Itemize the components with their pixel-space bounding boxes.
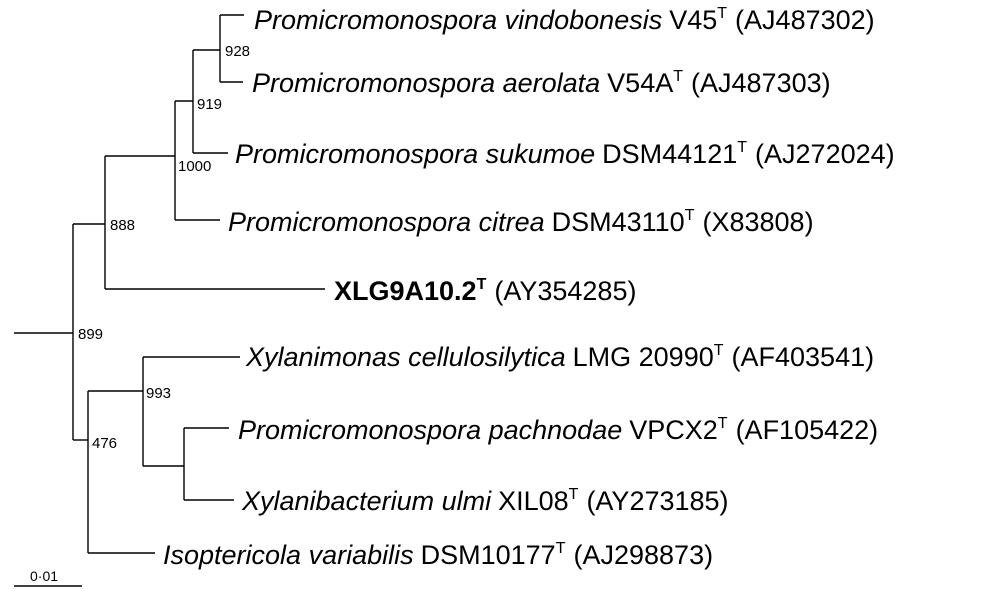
taxon-strain: V45 — [669, 5, 717, 35]
type-strain-mark: T — [477, 276, 487, 293]
taxon-strain: XLG9A10.2 — [334, 276, 477, 306]
taxon-strain: VPCX2 — [629, 415, 718, 445]
taxon-name: Promicromonospora sukumoe — [235, 139, 595, 169]
taxon-label: Xylanibacterium ulmi XIL08T (AY273185) — [241, 486, 729, 516]
taxon-name: Promicromonospora aerolata — [252, 68, 600, 98]
type-strain-mark: T — [556, 540, 566, 557]
taxon-label: Promicromonospora citrea DSM43110T (X83808… — [228, 207, 814, 237]
taxon-accession: (AY354285) — [494, 276, 636, 306]
scale-bar-label: 0·01 — [30, 568, 58, 584]
taxon-accession: (AJ487303) — [691, 68, 831, 98]
taxon-name: Promicromonospora citrea — [228, 207, 545, 237]
type-strain-mark: T — [673, 68, 683, 85]
type-strain-mark: T — [717, 5, 727, 22]
type-strain-mark: T — [737, 139, 747, 156]
taxon-label-highlighted: XLG9A10.2T (AY354285) — [334, 276, 636, 306]
taxon-strain: DSM43110 — [552, 207, 685, 237]
bootstrap-476: 476 — [92, 435, 117, 452]
taxon-label: Promicromonospora vindobonesis V45T (AJ487… — [254, 5, 875, 35]
taxon-accession: (AY273185) — [586, 486, 728, 516]
bootstrap-919: 919 — [197, 96, 222, 113]
taxon-accession: (AF403541) — [732, 342, 875, 372]
type-strain-mark: T — [718, 415, 728, 432]
bootstrap-993: 993 — [146, 385, 171, 402]
bootstrap-899: 899 — [78, 326, 103, 343]
taxon-name: Promicromonospora vindobonesis — [254, 5, 662, 35]
taxon-strain: DSM44121 — [602, 139, 737, 169]
type-strain-mark: T — [685, 207, 695, 224]
taxon-accession: (X83808) — [702, 207, 813, 237]
taxon-label: Promicromonospora aerolata V54AT (AJ487303… — [252, 68, 831, 98]
taxon-accession: (AF105422) — [736, 415, 879, 445]
taxon-strain: XIL08 — [498, 486, 569, 516]
taxon-strain: DSM10177 — [421, 540, 556, 570]
taxon-name: Promicromonospora pachnodae — [238, 415, 622, 445]
bootstrap-928: 928 — [225, 43, 250, 60]
bootstrap-1000: 1000 — [178, 158, 211, 175]
taxon-accession: (AJ298873) — [573, 540, 713, 570]
taxon-label: Xylanimonas cellulosilytica LMG 20990T (AF… — [245, 342, 874, 372]
taxon-label: Isoptericola variabilis DSM10177T (AJ29887… — [163, 540, 713, 570]
taxon-label: Promicromonospora pachnodae VPCX2T (AF1054… — [238, 415, 878, 445]
taxon-strain: LMG 20990 — [573, 342, 714, 372]
taxon-accession: (AJ487302) — [735, 5, 875, 35]
taxon-strain: V54A — [607, 68, 673, 98]
taxon-label: Promicromonospora sukumoe DSM44121T (AJ272… — [235, 139, 895, 169]
taxon-name: Xylanimonas cellulosilytica — [245, 342, 566, 372]
taxon-name: Isoptericola variabilis — [163, 540, 414, 570]
type-strain-mark: T — [569, 486, 579, 503]
taxon-accession: (AJ272024) — [755, 139, 895, 169]
taxon-name: Xylanibacterium ulmi — [241, 486, 492, 516]
bootstrap-888: 888 — [110, 217, 135, 234]
type-strain-mark: T — [714, 342, 724, 359]
